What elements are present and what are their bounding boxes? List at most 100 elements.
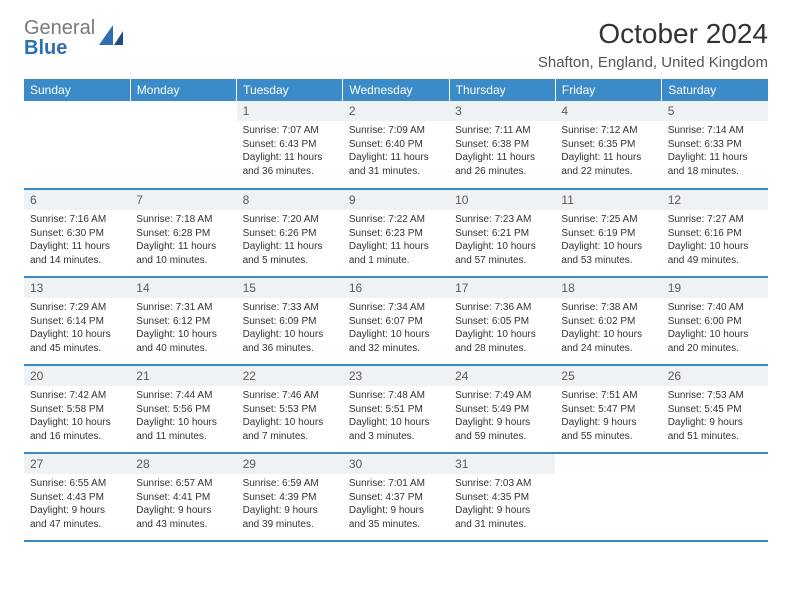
day-number: 11 — [555, 190, 661, 210]
sunrise-text: Sunrise: 7:25 AM — [561, 213, 655, 227]
day-details: Sunrise: 6:59 AMSunset: 4:39 PMDaylight:… — [237, 474, 343, 537]
calendar-day-cell: 23Sunrise: 7:48 AMSunset: 5:51 PMDayligh… — [343, 365, 449, 453]
sunrise-text: Sunrise: 7:38 AM — [561, 301, 655, 315]
calendar-day-cell: .. — [130, 101, 236, 189]
day-number: 4 — [555, 101, 661, 121]
sunset-text: Sunset: 6:23 PM — [349, 227, 443, 241]
calendar-day-cell: .. — [24, 101, 130, 189]
day-number: 7 — [130, 190, 236, 210]
calendar-week-row: 6Sunrise: 7:16 AMSunset: 6:30 PMDaylight… — [24, 189, 768, 277]
day-details: Sunrise: 7:03 AMSunset: 4:35 PMDaylight:… — [449, 474, 555, 537]
calendar-day-cell: 29Sunrise: 6:59 AMSunset: 4:39 PMDayligh… — [237, 453, 343, 541]
calendar-day-cell: 25Sunrise: 7:51 AMSunset: 5:47 PMDayligh… — [555, 365, 661, 453]
day-details: Sunrise: 7:46 AMSunset: 5:53 PMDaylight:… — [237, 386, 343, 449]
sunset-text: Sunset: 5:56 PM — [136, 403, 230, 417]
day-header: Wednesday — [343, 79, 449, 101]
sunset-text: Sunset: 5:51 PM — [349, 403, 443, 417]
calendar-day-cell: 21Sunrise: 7:44 AMSunset: 5:56 PMDayligh… — [130, 365, 236, 453]
sunset-text: Sunset: 5:45 PM — [668, 403, 762, 417]
day-number: 24 — [449, 366, 555, 386]
sunrise-text: Sunrise: 6:59 AM — [243, 477, 337, 491]
day-number: 20 — [24, 366, 130, 386]
sunrise-text: Sunrise: 6:57 AM — [136, 477, 230, 491]
day-number: 18 — [555, 278, 661, 298]
sunrise-text: Sunrise: 7:18 AM — [136, 213, 230, 227]
day-details: Sunrise: 7:49 AMSunset: 5:49 PMDaylight:… — [449, 386, 555, 449]
calendar-day-cell: 1Sunrise: 7:07 AMSunset: 6:43 PMDaylight… — [237, 101, 343, 189]
daylight-text: Daylight: 9 hours and 35 minutes. — [349, 504, 443, 531]
calendar-week-row: 20Sunrise: 7:42 AMSunset: 5:58 PMDayligh… — [24, 365, 768, 453]
sunset-text: Sunset: 6:21 PM — [455, 227, 549, 241]
sunrise-text: Sunrise: 7:44 AM — [136, 389, 230, 403]
daylight-text: Daylight: 9 hours and 31 minutes. — [455, 504, 549, 531]
day-details: Sunrise: 7:31 AMSunset: 6:12 PMDaylight:… — [130, 298, 236, 361]
daylight-text: Daylight: 10 hours and 16 minutes. — [30, 416, 124, 443]
calendar-day-cell: 18 Sunrise: 7:38 AMSunset: 6:02 PMDayligh… — [555, 277, 661, 365]
sunrise-text: Sunrise: 7:16 AM — [30, 213, 124, 227]
calendar-day-cell: 12Sunrise: 7:27 AMSunset: 6:16 PMDayligh… — [662, 189, 768, 277]
calendar-day-cell: 10Sunrise: 7:23 AMSunset: 6:21 PMDayligh… — [449, 189, 555, 277]
day-number: 26 — [662, 366, 768, 386]
sunset-text: Sunset: 6:02 PM — [561, 315, 655, 329]
day-details: Sunrise: 7:42 AMSunset: 5:58 PMDaylight:… — [24, 386, 130, 449]
daylight-text: Daylight: 10 hours and 20 minutes. — [668, 328, 762, 355]
sunrise-text: Sunrise: 7:11 AM — [455, 124, 549, 138]
day-header: Saturday — [662, 79, 768, 101]
day-number: 28 — [130, 454, 236, 474]
day-details: Sunrise: 7:25 AMSunset: 6:19 PMDaylight:… — [555, 210, 661, 273]
day-details: Sunrise: 7:27 AMSunset: 6:16 PMDaylight:… — [662, 210, 768, 273]
day-details: Sunrise: 7:16 AMSunset: 6:30 PMDaylight:… — [24, 210, 130, 273]
calendar-day-cell: 26Sunrise: 7:53 AMSunset: 5:45 PMDayligh… — [662, 365, 768, 453]
day-number: 12 — [662, 190, 768, 210]
day-number: 1 — [237, 101, 343, 121]
calendar-page: General Blue October 2024 Shafton, Engla… — [0, 0, 792, 560]
sunset-text: Sunset: 4:39 PM — [243, 491, 337, 505]
calendar-day-cell: 8Sunrise: 7:20 AMSunset: 6:26 PMDaylight… — [237, 189, 343, 277]
sunrise-text: Sunrise: 7:42 AM — [30, 389, 124, 403]
sunset-text: Sunset: 6:28 PM — [136, 227, 230, 241]
daylight-text: Daylight: 10 hours and 11 minutes. — [136, 416, 230, 443]
sunset-text: Sunset: 6:12 PM — [136, 315, 230, 329]
day-number: 23 — [343, 366, 449, 386]
daylight-text: Daylight: 10 hours and 40 minutes. — [136, 328, 230, 355]
daylight-text: Daylight: 10 hours and 3 minutes. — [349, 416, 443, 443]
calendar-day-cell: 2Sunrise: 7:09 AMSunset: 6:40 PMDaylight… — [343, 101, 449, 189]
calendar-header-row: SundayMondayTuesdayWednesdayThursdayFrid… — [24, 79, 768, 101]
daylight-text: Daylight: 11 hours and 14 minutes. — [30, 240, 124, 267]
sunset-text: Sunset: 6:40 PM — [349, 138, 443, 152]
brand-part1: General — [24, 17, 95, 39]
day-header: Sunday — [24, 79, 130, 101]
location-text: Shafton, England, United Kingdom — [538, 54, 768, 71]
calendar-day-cell: 5Sunrise: 7:14 AMSunset: 6:33 PMDaylight… — [662, 101, 768, 189]
sunset-text: Sunset: 6:07 PM — [349, 315, 443, 329]
daylight-text: Daylight: 11 hours and 26 minutes. — [455, 151, 549, 178]
daylight-text: Daylight: 10 hours and 7 minutes. — [243, 416, 337, 443]
daylight-text: Daylight: 10 hours and 24 minutes. — [561, 328, 655, 355]
calendar-day-cell: 13Sunrise: 7:29 AMSunset: 6:14 PMDayligh… — [24, 277, 130, 365]
day-details: Sunrise: 7:23 AMSunset: 6:21 PMDaylight:… — [449, 210, 555, 273]
day-details: Sunrise: 7:51 AMSunset: 5:47 PMDaylight:… — [555, 386, 661, 449]
sunrise-text: Sunrise: 6:55 AM — [30, 477, 124, 491]
sunrise-text: Sunrise: 7:51 AM — [561, 389, 655, 403]
sunset-text: Sunset: 4:41 PM — [136, 491, 230, 505]
daylight-text: Daylight: 9 hours and 51 minutes. — [668, 416, 762, 443]
calendar-day-cell: 16Sunrise: 7:34 AMSunset: 6:07 PMDayligh… — [343, 277, 449, 365]
day-details: Sunrise: 7:44 AMSunset: 5:56 PMDaylight:… — [130, 386, 236, 449]
day-number: 19 — [662, 278, 768, 298]
sunrise-text: Sunrise: 7:09 AM — [349, 124, 443, 138]
day-details: Sunrise: 7:36 AMSunset: 6:05 PMDaylight:… — [449, 298, 555, 361]
sunrise-text: Sunrise: 7:07 AM — [243, 124, 337, 138]
day-number: 6 — [24, 190, 130, 210]
sunrise-text: Sunrise: 7:22 AM — [349, 213, 443, 227]
sunset-text: Sunset: 6:43 PM — [243, 138, 337, 152]
day-number: 30 — [343, 454, 449, 474]
calendar-day-cell: 30Sunrise: 7:01 AMSunset: 4:37 PMDayligh… — [343, 453, 449, 541]
sunrise-text: Sunrise: 7:49 AM — [455, 389, 549, 403]
brand-text: General Blue — [24, 18, 95, 58]
calendar-day-cell: 22Sunrise: 7:46 AMSunset: 5:53 PMDayligh… — [237, 365, 343, 453]
daylight-text: Daylight: 10 hours and 53 minutes. — [561, 240, 655, 267]
sunset-text: Sunset: 6:38 PM — [455, 138, 549, 152]
sunrise-text: Sunrise: 7:29 AM — [30, 301, 124, 315]
day-number: 10 — [449, 190, 555, 210]
sunset-text: Sunset: 5:49 PM — [455, 403, 549, 417]
